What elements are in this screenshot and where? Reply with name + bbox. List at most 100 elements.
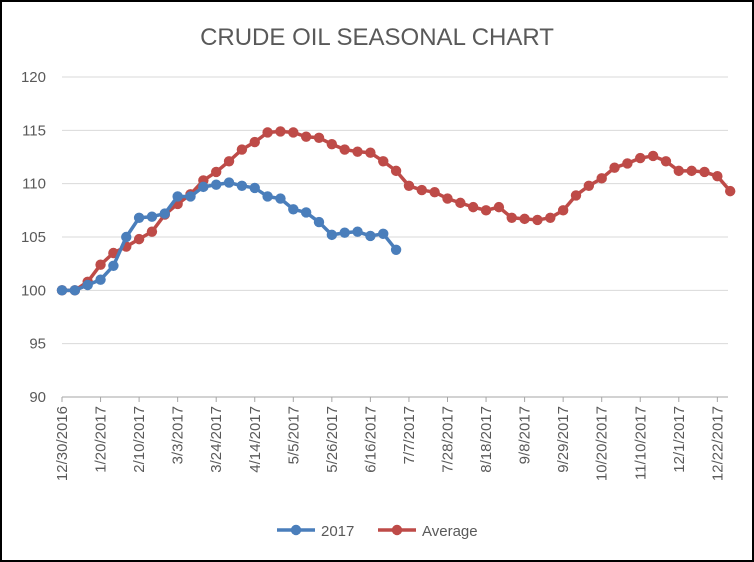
data-point bbox=[468, 201, 479, 213]
data-point bbox=[236, 180, 248, 191]
data-point bbox=[82, 279, 93, 291]
series-2017 bbox=[56, 177, 402, 296]
series-average bbox=[56, 126, 736, 296]
data-point bbox=[223, 177, 235, 188]
data-point bbox=[378, 228, 389, 239]
data-point bbox=[712, 171, 723, 182]
y-tick-label: 100 bbox=[21, 282, 46, 299]
data-point bbox=[326, 139, 338, 150]
x-tick-label: 4/14/2017 bbox=[247, 406, 264, 473]
x-tick-label: 2/10/2017 bbox=[131, 406, 148, 473]
data-point bbox=[326, 229, 338, 241]
data-point bbox=[725, 185, 736, 197]
data-point bbox=[557, 205, 569, 216]
data-point bbox=[288, 127, 299, 138]
legend-item: 2017 bbox=[277, 523, 354, 540]
x-tick-label: 9/29/2017 bbox=[555, 406, 572, 473]
data-point bbox=[519, 213, 530, 225]
data-point bbox=[121, 231, 132, 243]
data-point bbox=[455, 197, 466, 209]
data-point bbox=[635, 152, 646, 164]
x-tick-label: 10/20/2017 bbox=[594, 406, 611, 481]
data-point bbox=[429, 187, 440, 198]
data-point bbox=[673, 165, 684, 177]
data-point bbox=[390, 244, 402, 255]
data-point bbox=[545, 212, 556, 223]
data-point bbox=[365, 147, 376, 158]
legend-label: 2017 bbox=[321, 523, 354, 540]
legend-item: Average bbox=[378, 523, 478, 540]
data-point bbox=[133, 212, 145, 223]
data-point bbox=[198, 181, 209, 193]
y-axis-ticks: 90 95 100 105 110 115 120 bbox=[21, 69, 46, 406]
data-point bbox=[262, 191, 273, 202]
x-tick-label: 9/8/2017 bbox=[517, 406, 534, 464]
x-tick-label: 3/24/2017 bbox=[208, 406, 225, 473]
legend-marker bbox=[391, 524, 403, 536]
data-point bbox=[95, 259, 106, 270]
data-point bbox=[506, 212, 517, 223]
data-point bbox=[403, 180, 415, 191]
data-point bbox=[570, 190, 582, 201]
data-point bbox=[622, 158, 633, 169]
data-point bbox=[583, 180, 595, 191]
x-tick-label: 12/22/2017 bbox=[709, 406, 726, 481]
y-tick-label: 110 bbox=[22, 176, 46, 193]
data-point bbox=[56, 285, 68, 296]
chart-title: CRUDE OIL SEASONAL CHART bbox=[200, 24, 554, 51]
data-point bbox=[416, 184, 427, 196]
legend: 2017 Average bbox=[277, 523, 478, 540]
data-point bbox=[146, 226, 158, 237]
legend-marker bbox=[290, 524, 302, 536]
data-point bbox=[378, 156, 389, 167]
y-tick-label: 115 bbox=[22, 122, 46, 139]
data-point bbox=[300, 131, 312, 142]
data-point bbox=[390, 165, 402, 177]
data-point bbox=[609, 162, 620, 173]
data-point bbox=[493, 201, 505, 213]
y-tick-label: 95 bbox=[29, 336, 46, 353]
data-point bbox=[352, 146, 363, 157]
y-tick-label: 105 bbox=[21, 229, 46, 246]
x-tick-label: 11/10/2017 bbox=[632, 406, 649, 480]
data-point bbox=[108, 260, 119, 271]
data-point bbox=[249, 182, 260, 194]
x-tick-label: 5/5/2017 bbox=[285, 406, 302, 464]
data-point bbox=[313, 216, 325, 228]
data-point bbox=[532, 214, 543, 226]
y-tick-label: 120 bbox=[21, 69, 46, 86]
data-point bbox=[699, 166, 710, 178]
data-point bbox=[300, 207, 312, 218]
x-tick-label: 7/28/2017 bbox=[440, 406, 457, 473]
data-point bbox=[660, 156, 672, 167]
data-point bbox=[95, 274, 106, 285]
data-point bbox=[236, 144, 248, 155]
data-point bbox=[313, 132, 325, 143]
gridlines bbox=[62, 76, 728, 398]
data-point bbox=[596, 173, 607, 184]
x-tick-label: 8/18/2017 bbox=[478, 406, 495, 473]
data-point bbox=[365, 230, 376, 242]
data-point bbox=[146, 211, 158, 222]
data-point bbox=[647, 150, 659, 162]
x-tick-label: 12/1/2017 bbox=[671, 406, 688, 473]
legend-label: Average bbox=[422, 523, 478, 540]
data-point bbox=[249, 136, 260, 148]
data-point bbox=[69, 285, 81, 296]
y-tick-label: 90 bbox=[29, 389, 46, 406]
data-point bbox=[480, 205, 492, 216]
x-axis-ticks: 12/30/2016 1/20/2017 2/10/2017 3/3/2017 3/24… bbox=[54, 397, 726, 481]
data-point bbox=[159, 208, 170, 219]
x-tick-label: 12/30/2016 bbox=[54, 406, 71, 481]
x-tick-label: 5/26/2017 bbox=[324, 406, 341, 473]
data-point bbox=[211, 179, 222, 190]
x-tick-label: 1/20/2017 bbox=[93, 406, 110, 473]
data-point bbox=[275, 193, 286, 204]
data-point bbox=[133, 233, 145, 245]
series-layer bbox=[56, 126, 736, 296]
data-point bbox=[352, 226, 363, 237]
data-point bbox=[339, 144, 350, 155]
data-point bbox=[275, 126, 286, 137]
